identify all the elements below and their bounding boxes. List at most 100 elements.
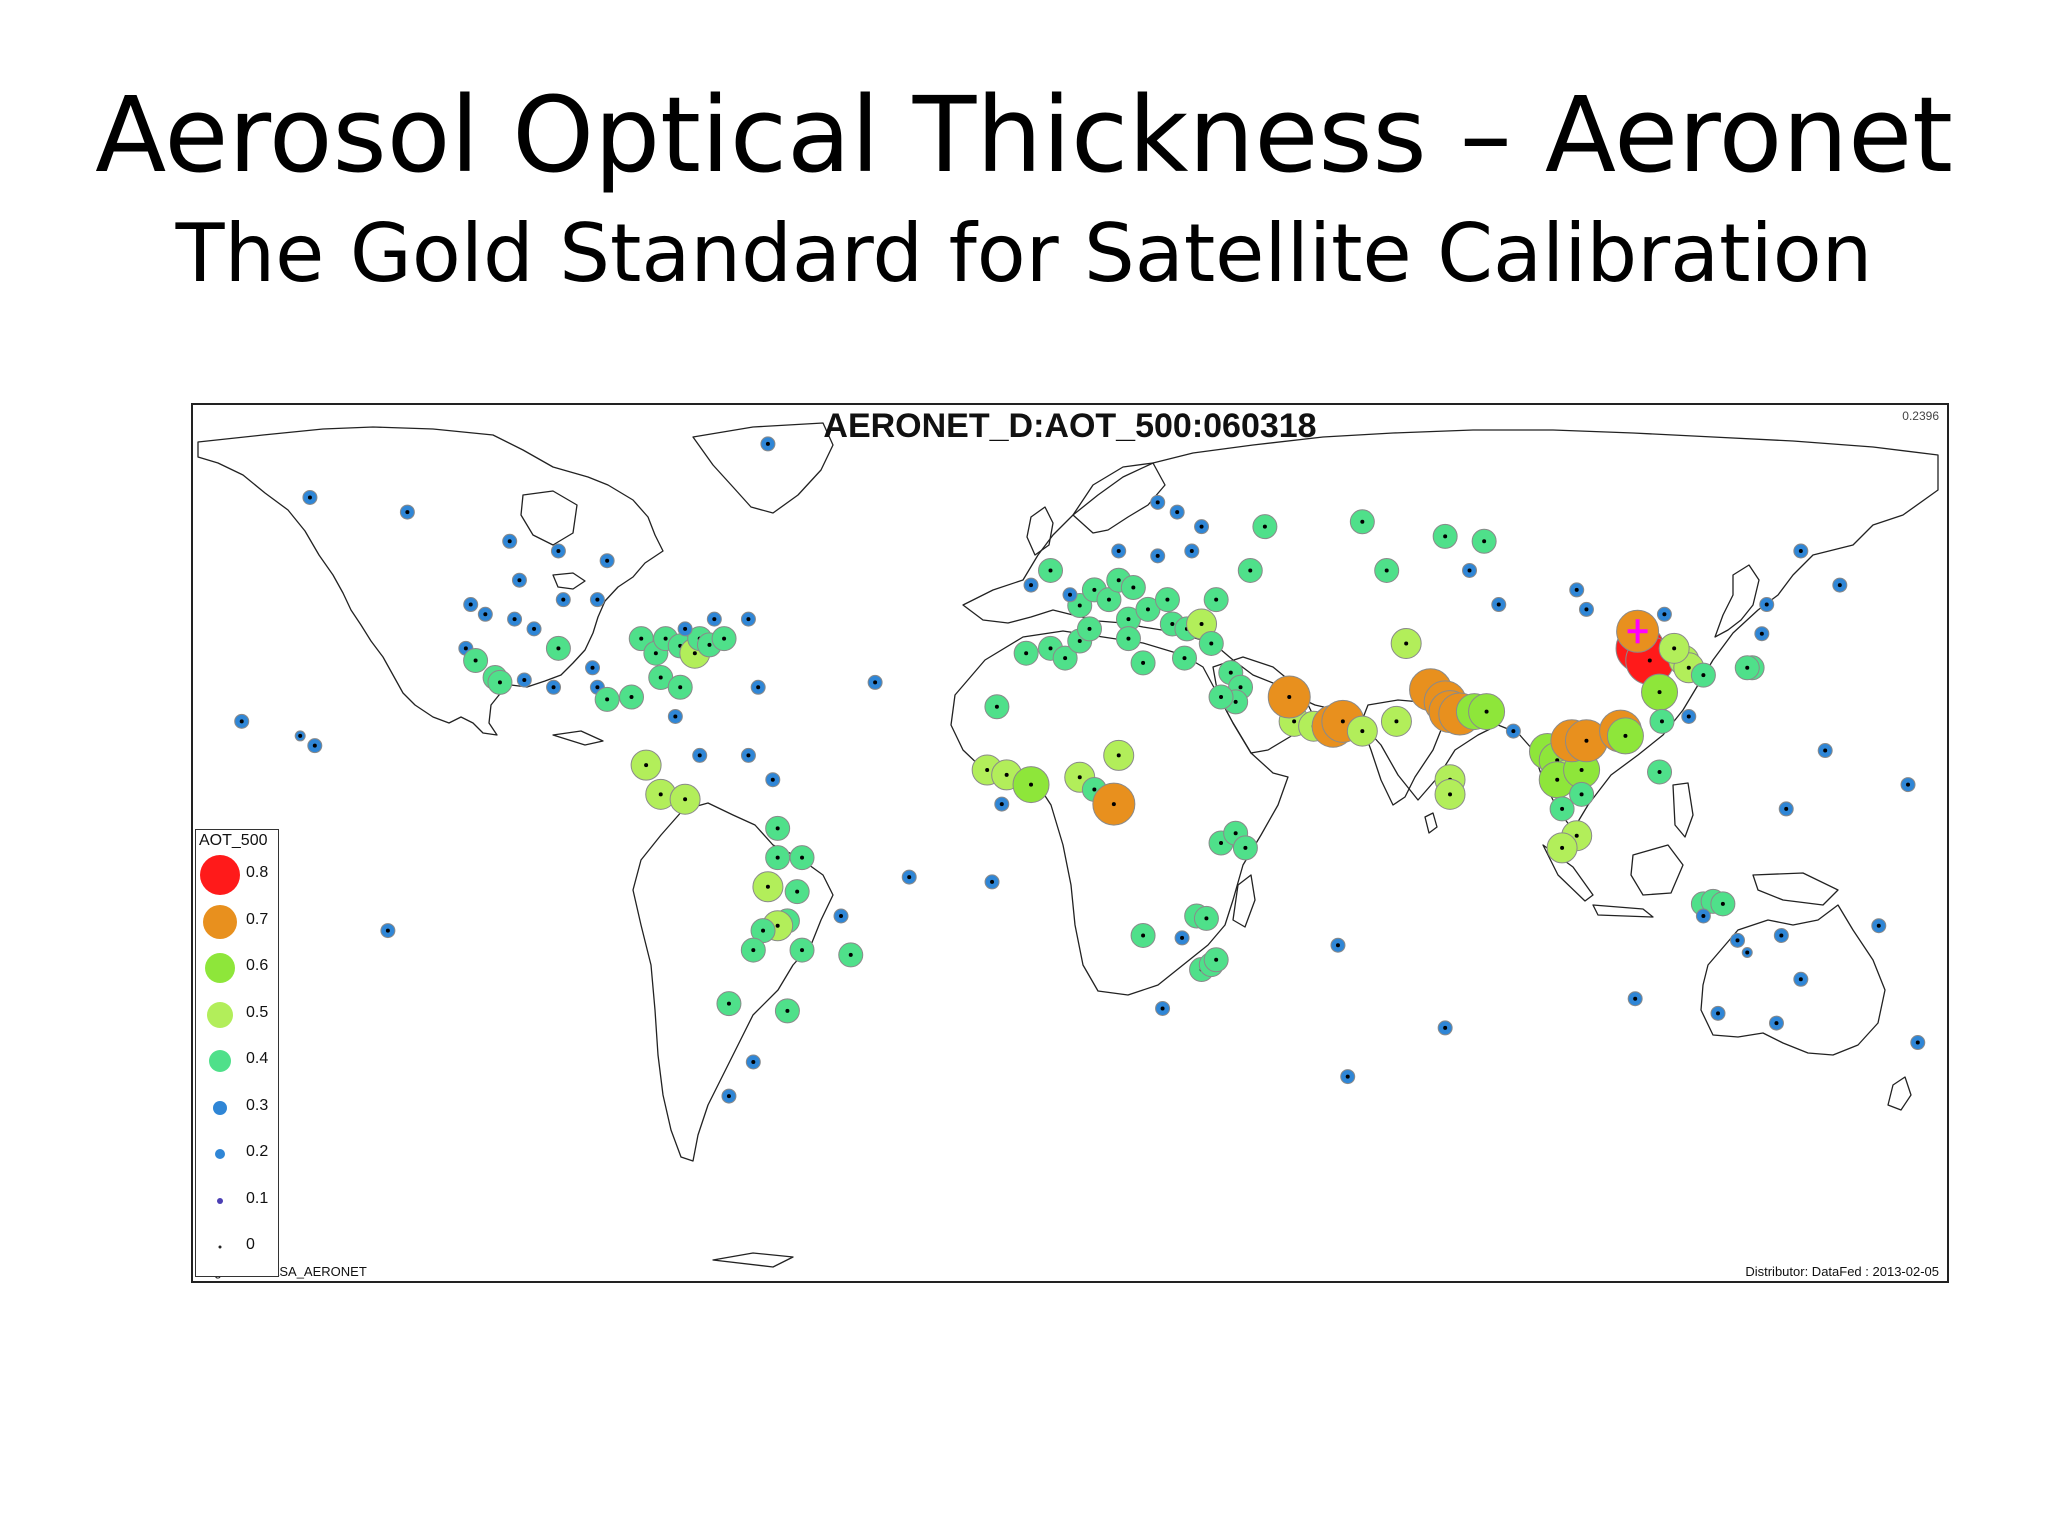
station-center-dot: [639, 636, 644, 641]
legend-label: 0.7: [246, 910, 269, 928]
legend-label: 0.3: [246, 1096, 269, 1114]
new-zealand: [1887, 1076, 1912, 1111]
aeronet-map[interactable]: AERONET_D:AOT_500:060318 0.2396 Originat…: [191, 403, 1949, 1283]
station-center-dot: [1555, 777, 1560, 782]
station-center-dot: [683, 797, 688, 802]
station-center-dot: [1199, 524, 1204, 529]
station-center-dot: [532, 626, 537, 631]
legend-symbol: [203, 904, 237, 939]
station-center-dot: [1292, 719, 1297, 724]
corner-value: 0.2396: [1902, 409, 1939, 423]
station-center-dot: [1662, 612, 1667, 617]
station-center-dot: [994, 704, 999, 709]
station-center-dot: [1779, 933, 1784, 938]
station-center-dot: [746, 753, 751, 758]
station-center-dot: [1233, 831, 1238, 836]
station-center-dot: [644, 763, 649, 768]
legend-row: 0.2: [196, 1131, 278, 1177]
sumatra: [1542, 844, 1594, 902]
station-center-dot: [463, 646, 468, 651]
station-center-dot: [712, 617, 717, 622]
station-center-dot: [1647, 658, 1652, 663]
station-center-dot: [1720, 901, 1725, 906]
station-center-dot: [1686, 714, 1691, 719]
station-center-dot: [1131, 585, 1136, 590]
station-center-dot: [1204, 916, 1209, 921]
station-center-dot: [522, 677, 527, 682]
station-center-dot: [605, 558, 610, 563]
station-center-dot: [473, 658, 478, 663]
station-center-dot: [468, 602, 473, 607]
station-center-dot: [1784, 806, 1789, 811]
madagascar-outline: [1232, 874, 1256, 928]
station-center-dot: [800, 948, 805, 953]
station-center-dot: [1189, 549, 1194, 553]
station-center-dot: [1116, 753, 1121, 758]
continent-outlines: [197, 422, 1939, 1268]
station-center-dot: [1633, 996, 1638, 1001]
australia-outline: [1700, 904, 1886, 1056]
legend-symbol: [213, 1100, 227, 1115]
station-center-dot: [1063, 656, 1068, 661]
station-center-dot: [1004, 772, 1009, 777]
station-center-dot: [678, 685, 683, 690]
station-center-dot: [1837, 583, 1842, 588]
legend-symbol: [209, 1050, 231, 1072]
station-center-dot: [1155, 553, 1160, 558]
station-center-dot: [1077, 775, 1082, 780]
legend-label: 0.8: [246, 864, 269, 881]
station-center-dot: [1906, 782, 1911, 787]
station-center-dot: [1126, 636, 1131, 641]
antarctica-fragment: [712, 1252, 794, 1268]
station-center-dot: [1735, 938, 1740, 943]
station-center-dot: [848, 952, 853, 957]
legend-label: 0.4: [246, 1050, 269, 1067]
station-center-dot: [795, 889, 800, 894]
java: [1592, 904, 1654, 918]
station-center-dot: [673, 714, 678, 719]
station-center-dot: [1209, 641, 1214, 646]
station-center-dot: [1165, 597, 1170, 602]
station-center-dot: [1335, 943, 1340, 948]
station-center-dot: [985, 768, 990, 772]
station-center-dot: [1579, 792, 1584, 797]
legend-title: AOT_500: [199, 832, 268, 849]
station-center-dot: [765, 441, 770, 446]
station-center-dot: [1077, 639, 1082, 644]
station-center-dot: [775, 826, 780, 831]
station-center-dot: [658, 675, 663, 680]
station-center-dot: [595, 685, 600, 690]
station-center-dot: [561, 597, 566, 602]
station-center-dot: [595, 597, 600, 602]
station-center-dot: [1659, 719, 1664, 724]
station-center-dot: [1574, 587, 1579, 592]
legend-label: 0.1: [246, 1189, 269, 1207]
station-center-dot: [707, 642, 712, 647]
station-center-dot: [1141, 933, 1146, 938]
station-center-dot: [1759, 631, 1764, 636]
station-center-dot: [1175, 510, 1180, 515]
world-map-canvas[interactable]: [193, 405, 1947, 1281]
station-center-dot: [1024, 651, 1029, 656]
station-center-dot: [1141, 660, 1146, 665]
station-center-dot: [1579, 768, 1584, 772]
station-center-dot: [512, 617, 517, 622]
legend-row: 0.6: [196, 945, 278, 991]
legend-symbol: [215, 1149, 225, 1159]
station-center-dot: [312, 743, 317, 748]
legend-symbol: [217, 1197, 223, 1204]
station-center-dot: [1116, 578, 1121, 583]
station-center-dot: [800, 855, 805, 860]
station-center-dot: [1345, 1074, 1350, 1079]
station-center-dot: [785, 1008, 790, 1013]
station-center-dot: [990, 879, 995, 884]
station-center-dot: [1496, 602, 1501, 607]
station-center-dot: [1560, 806, 1565, 811]
hudson-bay: [520, 490, 578, 546]
station-center-dot: [1443, 1025, 1448, 1030]
sri-lanka: [1424, 812, 1438, 834]
station-center-dot: [556, 646, 561, 651]
station-center-dot: [761, 928, 766, 933]
map-title: AERONET_D:AOT_500:060318: [823, 407, 1317, 445]
station-center-dot: [1823, 748, 1828, 753]
